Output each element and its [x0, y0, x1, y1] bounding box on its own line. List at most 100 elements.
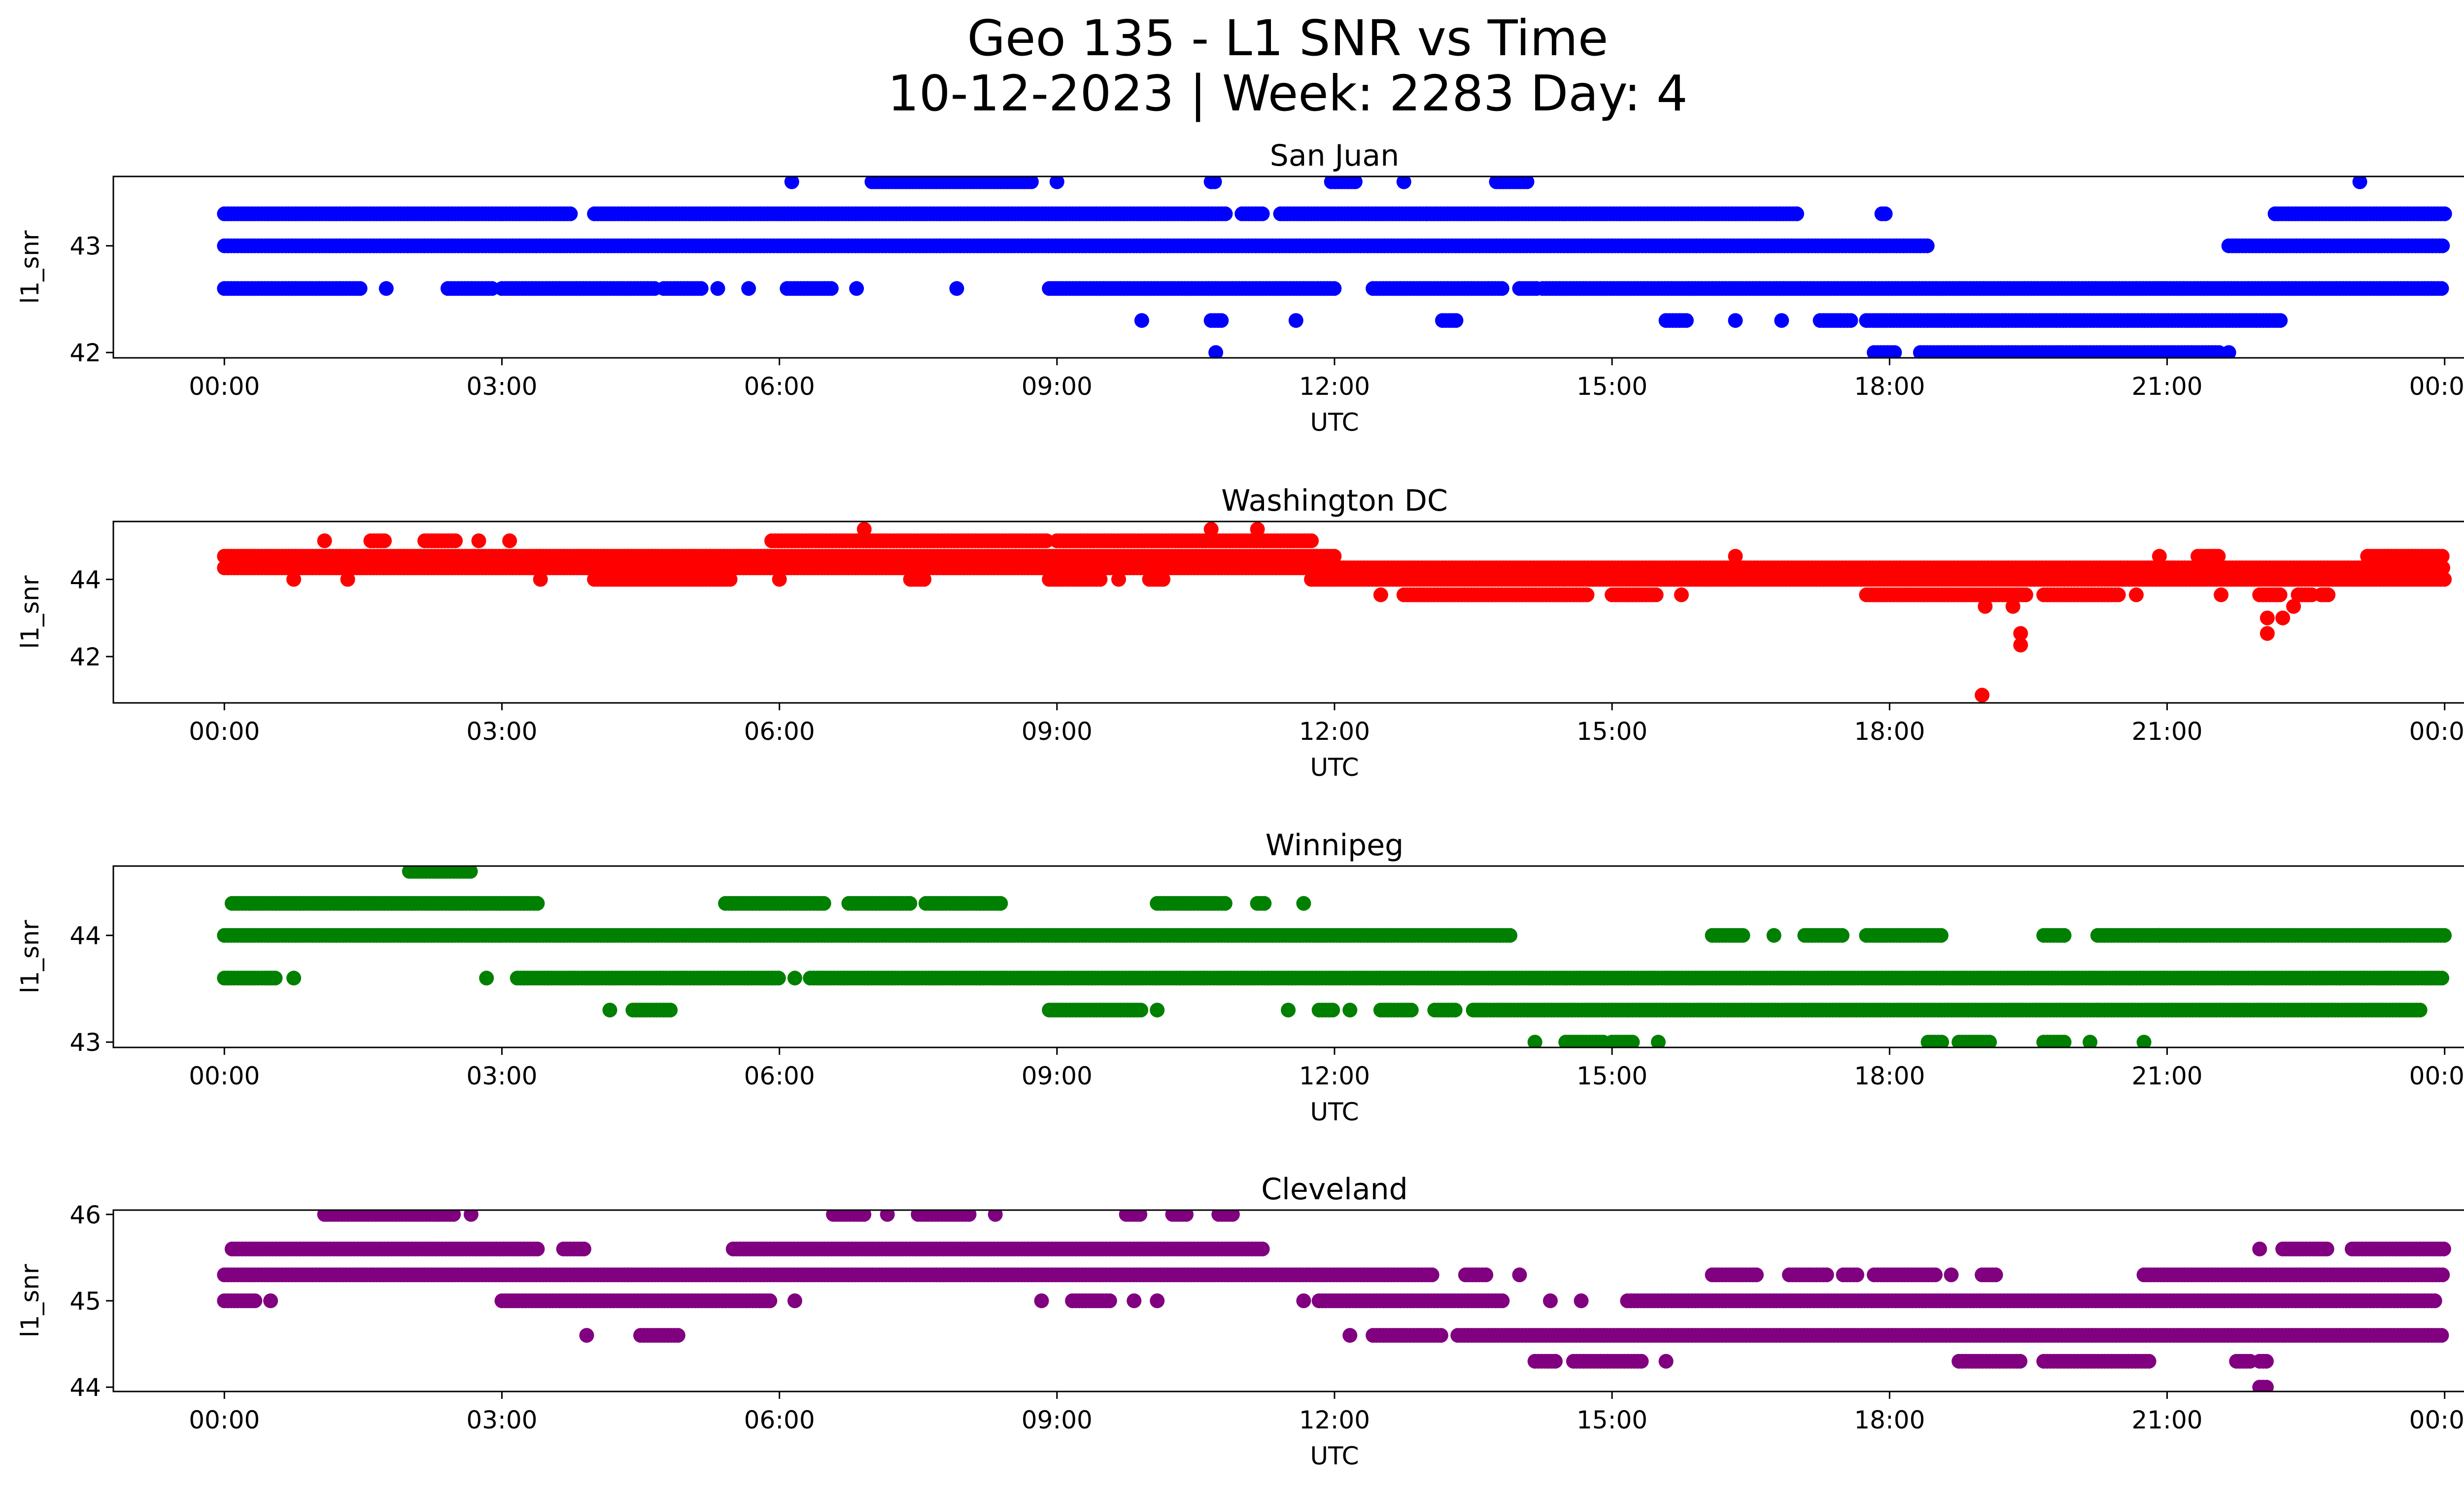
- data-point: [722, 572, 738, 587]
- data-point: [2013, 637, 2028, 653]
- y-tick-label: 42: [69, 339, 101, 367]
- x-tick-label: 18:00: [1854, 717, 1925, 746]
- data-point: [2435, 238, 2450, 253]
- data-point: [378, 281, 394, 296]
- data-point: [1257, 896, 1272, 911]
- data-point: [771, 971, 786, 986]
- data-point: [1735, 928, 1750, 943]
- subplot-title: San Juan: [1270, 139, 1399, 173]
- data-point: [1304, 533, 1319, 549]
- data-point: [1327, 549, 1342, 564]
- data-point: [1049, 176, 1064, 189]
- data-point: [2056, 928, 2072, 943]
- data-point: [1217, 896, 1232, 911]
- data-point: [563, 206, 578, 221]
- data-point: [1203, 522, 1219, 537]
- data-point: [2013, 626, 2028, 641]
- data-point: [1093, 572, 1108, 587]
- data-point: [2437, 572, 2452, 587]
- data-point: [2273, 313, 2288, 328]
- data-point: [1296, 896, 1311, 911]
- data-point: [1156, 572, 1171, 587]
- data-point: [1519, 176, 1535, 189]
- data-point: [787, 971, 802, 986]
- data-point: [2435, 560, 2450, 575]
- data-point: [2211, 549, 2226, 564]
- x-axis-label: UTC: [1310, 753, 1359, 782]
- data-point: [772, 572, 787, 587]
- data-point: [1207, 176, 1222, 189]
- data-point: [1134, 313, 1149, 328]
- data-point: [1250, 522, 1265, 537]
- data-point: [1878, 206, 1893, 221]
- x-tick-label: 03:00: [466, 717, 537, 746]
- data-point: [2259, 626, 2275, 641]
- data-point: [2259, 610, 2275, 626]
- data-point: [2275, 610, 2291, 626]
- figure-title: Geo 135 - L1 SNR vs Time: [967, 9, 1608, 67]
- x-tick-label: 00:00: [189, 717, 260, 746]
- y-tick-label: 42: [69, 643, 101, 671]
- x-tick-label: 00:00: [189, 372, 260, 401]
- data-point: [1288, 313, 1303, 328]
- x-tick-label: 09:00: [1022, 372, 1093, 401]
- data-point: [1024, 176, 1039, 189]
- series-points: [217, 176, 2452, 358]
- x-tick-label: 00:00: [2409, 717, 2464, 746]
- data-point: [902, 896, 918, 911]
- data-point: [1218, 206, 1233, 221]
- y-axis-label: l1_snr: [16, 575, 44, 649]
- x-tick-label: 21:00: [2131, 717, 2202, 746]
- data-point: [1396, 176, 1411, 189]
- x-tick-label: 15:00: [1576, 372, 1647, 401]
- y-axis-label: l1_snr: [16, 230, 44, 304]
- data-point: [533, 572, 548, 587]
- axes-frame: [112, 521, 2464, 704]
- data-point: [352, 281, 368, 296]
- data-point: [1039, 533, 1054, 549]
- data-point: [1347, 176, 1363, 189]
- data-point: [2221, 345, 2236, 358]
- x-tick-label: 18:00: [1854, 372, 1925, 401]
- data-point: [993, 896, 1008, 911]
- data-point: [286, 971, 302, 986]
- data-point: [1835, 928, 1849, 943]
- data-point: [340, 572, 355, 587]
- data-point: [377, 533, 392, 549]
- data-point: [1674, 587, 1689, 602]
- data-point: [317, 533, 332, 549]
- data-point: [479, 971, 494, 986]
- data-point: [1648, 587, 1664, 602]
- data-point: [2434, 281, 2449, 296]
- data-point: [1933, 928, 1949, 943]
- data-point: [1975, 688, 1990, 703]
- data-point: [2437, 928, 2452, 943]
- data-point: [1503, 928, 1518, 943]
- x-tick-label: 15:00: [1576, 717, 1647, 746]
- x-tick-label: 06:00: [744, 717, 815, 746]
- x-tick-label: 09:00: [1022, 717, 1093, 746]
- data-point: [502, 533, 517, 549]
- data-point: [1327, 281, 1342, 296]
- x-tick-label: 12:00: [1299, 372, 1370, 401]
- subplot-title: Washington DC: [1221, 484, 1448, 518]
- x-axis-label: UTC: [1310, 408, 1359, 437]
- data-point: [1728, 313, 1743, 328]
- data-point: [2152, 549, 2167, 564]
- data-point: [2129, 587, 2144, 602]
- data-point: [1766, 928, 1781, 943]
- data-point: [1373, 587, 1388, 602]
- data-point: [1843, 313, 1858, 328]
- data-point: [949, 281, 964, 296]
- data-point: [1774, 313, 1789, 328]
- data-point: [1494, 281, 1509, 296]
- data-point: [1679, 313, 1694, 328]
- x-tick-label: 03:00: [466, 372, 537, 401]
- data-point: [1448, 313, 1464, 328]
- data-point: [2214, 587, 2229, 602]
- data-point: [530, 896, 545, 911]
